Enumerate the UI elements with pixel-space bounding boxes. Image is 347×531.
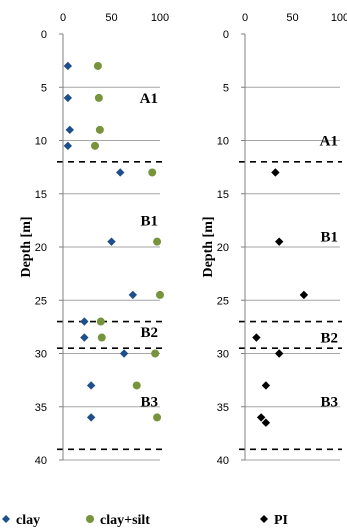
legend-marker-clay-silt xyxy=(86,515,94,523)
point-clay xyxy=(65,125,74,135)
point-clay xyxy=(128,290,138,300)
point-clay xyxy=(63,61,73,71)
point-clay-silt xyxy=(153,413,162,422)
point-pi xyxy=(256,413,266,422)
legend-marker-clay xyxy=(2,515,10,523)
y-tick-label: 0 xyxy=(223,29,229,41)
legend: clay clay+silt PI xyxy=(2,513,288,528)
point-pi xyxy=(299,290,309,300)
x-tick-label: 100 xyxy=(331,12,347,24)
y-tick-label: 10 xyxy=(35,136,47,148)
legend-marker-pi xyxy=(260,515,268,523)
y-tick-label: 5 xyxy=(41,82,47,94)
zone-label-b2: B2 xyxy=(140,325,158,341)
zone-label-b1: B1 xyxy=(140,213,158,229)
point-clay-silt xyxy=(96,317,105,326)
y-tick-label: 25 xyxy=(217,295,229,307)
y-tick-label: 35 xyxy=(35,402,47,414)
y-tick-label: 0 xyxy=(41,29,47,41)
y-tick-label: 10 xyxy=(217,136,229,148)
legend-label-clay: clay xyxy=(16,513,40,528)
zone-label-b3: B3 xyxy=(140,394,158,410)
legend-label-clay-silt: clay+silt xyxy=(100,513,150,528)
y-tick-label: 15 xyxy=(217,189,229,201)
y-tick-label: 30 xyxy=(35,349,47,361)
point-clay xyxy=(86,381,96,390)
point-clay xyxy=(86,413,96,422)
y-tick-label: 35 xyxy=(217,402,229,414)
point-clay-silt xyxy=(151,349,160,358)
zone-label-b1: B1 xyxy=(320,229,338,245)
legend-label-pi: PI xyxy=(274,513,288,528)
zone-label-a1: A1 xyxy=(320,134,338,150)
y-tick-label: 5 xyxy=(223,82,229,94)
point-clay xyxy=(63,141,73,151)
point-clay xyxy=(116,168,125,177)
right-chart-panel: 0 5 10 15 20 25 30 35 40 0 50 100 Depth [m] A1 B1 B2 B3 xyxy=(201,12,347,467)
y-axis-label: Depth [m] xyxy=(201,216,216,277)
y-axis-label: Depth [m] xyxy=(19,216,34,277)
point-clay-silt xyxy=(94,93,103,102)
left-chart-panel: 0 5 10 15 20 25 30 35 40 0 50 100 Depth [m] A1 B1 B2 B3 xyxy=(19,12,169,467)
point-clay-silt xyxy=(97,333,106,342)
point-pi xyxy=(261,418,271,427)
point-pi xyxy=(252,333,261,342)
point-clay-silt xyxy=(132,381,141,390)
zone-label-b3: B3 xyxy=(320,394,338,410)
y-tick-label: 30 xyxy=(217,349,229,361)
point-pi xyxy=(275,349,284,358)
y-tick-label: 15 xyxy=(35,189,47,201)
point-clay xyxy=(63,93,73,103)
y-tick-label: 40 xyxy=(217,455,229,467)
point-pi xyxy=(271,168,280,177)
point-clay xyxy=(80,317,89,326)
point-clay xyxy=(107,237,116,246)
point-pi xyxy=(261,381,271,390)
x-tick-label: 50 xyxy=(286,12,298,24)
y-tick-label: 40 xyxy=(35,455,47,467)
point-clay-silt xyxy=(93,61,102,70)
x-tick-label: 0 xyxy=(60,12,66,24)
point-clay xyxy=(119,349,129,358)
zone-label-a1: A1 xyxy=(140,91,158,107)
point-clay-silt xyxy=(91,141,100,150)
y-tick-label: 20 xyxy=(217,242,229,254)
point-clay-silt xyxy=(148,168,157,177)
y-tick-label: 25 xyxy=(35,295,47,307)
point-clay-silt xyxy=(156,290,164,299)
point-clay-silt xyxy=(153,237,162,246)
x-tick-label: 50 xyxy=(105,12,117,24)
x-tick-label: 100 xyxy=(151,12,169,24)
point-clay xyxy=(80,333,89,342)
zone-label-b2: B2 xyxy=(320,331,338,347)
point-pi xyxy=(275,237,284,246)
y-tick-label: 20 xyxy=(35,242,47,254)
point-clay-silt xyxy=(95,125,104,134)
x-tick-label: 0 xyxy=(242,12,248,24)
